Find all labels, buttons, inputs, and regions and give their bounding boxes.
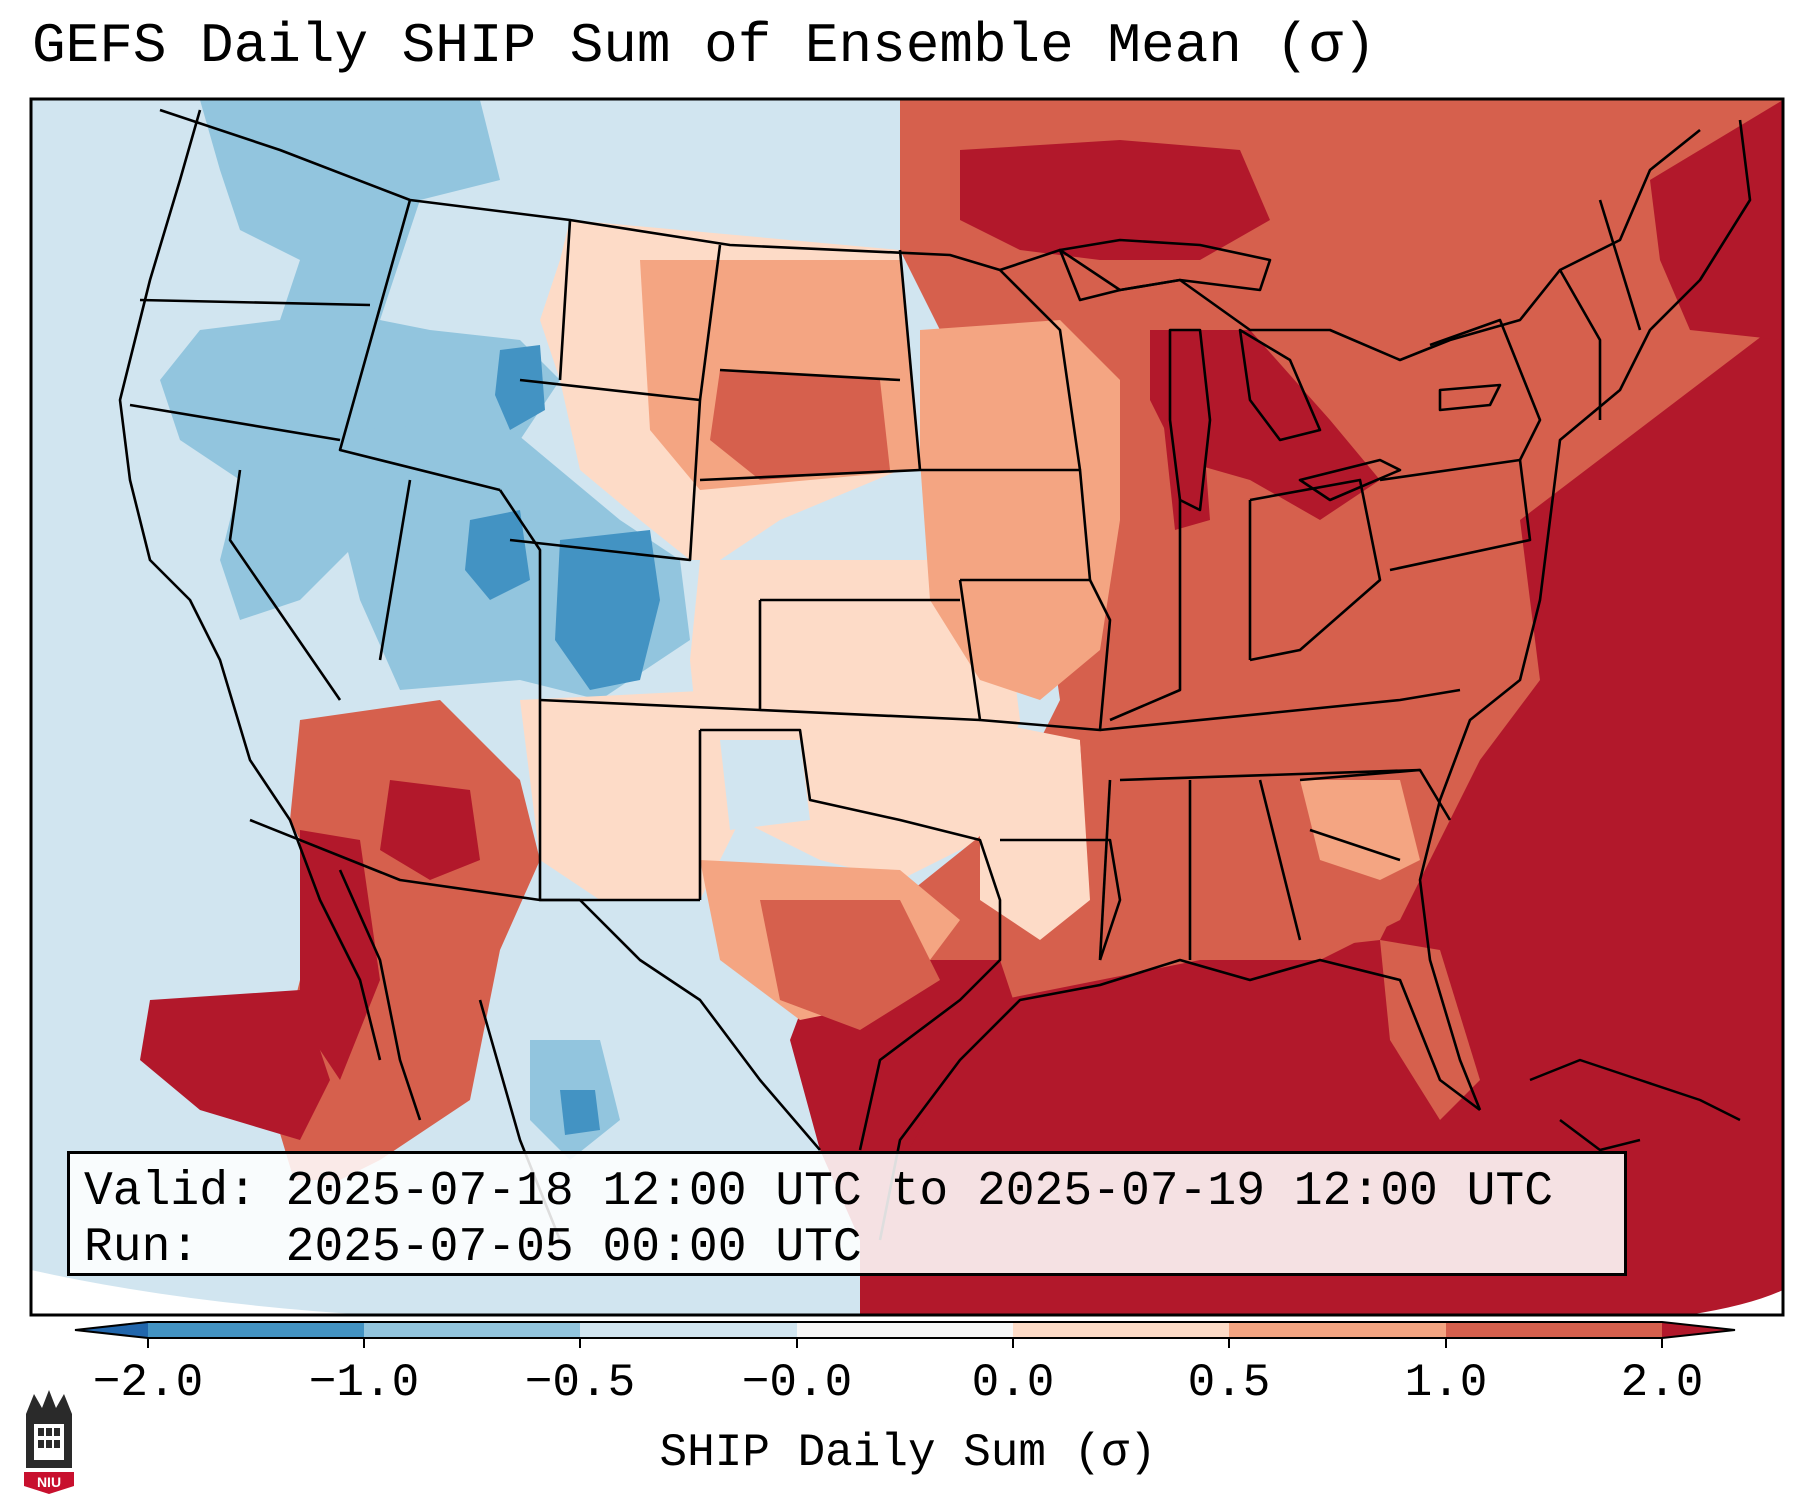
- zone-lake-superior-dark-red: [960, 140, 1270, 260]
- zone-florida-red: [1380, 940, 1480, 1120]
- run-time-line: Run: 2025-07-05 00:00 UTC: [84, 1221, 862, 1275]
- zone-mississippi-light: [980, 720, 1090, 940]
- zone-colorado-dark-blue: [555, 530, 660, 690]
- lake-superior: [1058, 238, 1272, 302]
- gulf-coast: [878, 958, 1481, 1241]
- us-mexico-border: [249, 818, 580, 902]
- zone-great-lakes-dark-red: [1150, 330, 1380, 520]
- zone-mexico-dark-blue: [560, 1090, 600, 1135]
- zone-michigan-dark-red: [1160, 390, 1210, 530]
- colorbar: [74, 1321, 1736, 1348]
- zone-arizona-dark-red: [380, 780, 480, 880]
- lake-erie: [1298, 458, 1402, 502]
- colorbar-tick-label: 0.0: [971, 1357, 1055, 1409]
- atlantic-coast: [1418, 119, 1752, 1111]
- colorbar-bin: [1446, 1322, 1662, 1338]
- niu-logo: NIU: [24, 1390, 74, 1494]
- projection-edge-left: [31, 1270, 370, 1315]
- colorbar-label: SHIP Daily Sum (σ): [659, 1427, 1157, 1479]
- pacific-coast: [118, 109, 382, 1061]
- map-frame: [29, 97, 1785, 1317]
- zone-baja-dark-red: [300, 830, 380, 1080]
- colorbar-bin: [364, 1322, 580, 1338]
- niu-logo-text: NIU: [37, 1474, 61, 1490]
- colorbar-bin: [580, 1322, 797, 1338]
- colorbar-bin: [797, 1322, 1013, 1338]
- colorbar-bin: [75, 1322, 148, 1338]
- validity-box: Valid: 2025-07-18 12:00 UTC to 2025-07-1…: [67, 1151, 1627, 1276]
- zone-new-mexico-light-peach: [520, 690, 740, 900]
- zone-pnw-medium-blue: [160, 100, 560, 620]
- lake-huron: [1238, 328, 1322, 442]
- colorbar-tick-label: 0.5: [1187, 1357, 1271, 1409]
- zone-midwest-salmon: [920, 320, 1120, 700]
- lake-ontario: [1438, 383, 1502, 412]
- colorbar-tick-label: 1.0: [1404, 1357, 1488, 1409]
- map-panel: [31, 99, 1783, 1315]
- state-boundaries: [118, 108, 1752, 1241]
- colorbar-bin: [1229, 1322, 1446, 1338]
- colorbar-tick-label: −1.0: [308, 1357, 420, 1409]
- colorbar-tick-label: −2.0: [92, 1357, 204, 1409]
- zone-dakotas-red: [710, 370, 890, 480]
- zone-atlantic-dark-red: [860, 320, 1783, 1315]
- lake-michigan: [1168, 328, 1212, 512]
- colorbar-bin: [1013, 1322, 1229, 1338]
- zone-maine-dark-red: [1650, 100, 1783, 340]
- colorbar-tick-label: −0.5: [524, 1357, 636, 1409]
- map-title: GEFS Daily SHIP Sum of Ensemble Mean (σ): [32, 14, 1377, 78]
- projection-edge-right: [1687, 1290, 1783, 1315]
- colorbar-bin: [1662, 1322, 1735, 1338]
- colorbar-tick-label: 2.0: [1620, 1357, 1704, 1409]
- zone-utah-dark-blue: [465, 510, 530, 600]
- zone-wyoming-dark-blue: [495, 345, 545, 430]
- zone-texas-red: [760, 900, 940, 1030]
- zone-pacific-mexico-dark-red: [140, 990, 330, 1140]
- zone-carolinas-salmon: [1300, 780, 1420, 880]
- colorbar-tick-label: −0.0: [741, 1357, 853, 1409]
- zone-texas-light-blue: [720, 740, 810, 830]
- cuba-outline: [1529, 1058, 1741, 1122]
- colorbar-bin: [148, 1322, 364, 1338]
- valid-time-line: Valid: 2025-07-18 12:00 UTC to 2025-07-1…: [84, 1165, 1554, 1219]
